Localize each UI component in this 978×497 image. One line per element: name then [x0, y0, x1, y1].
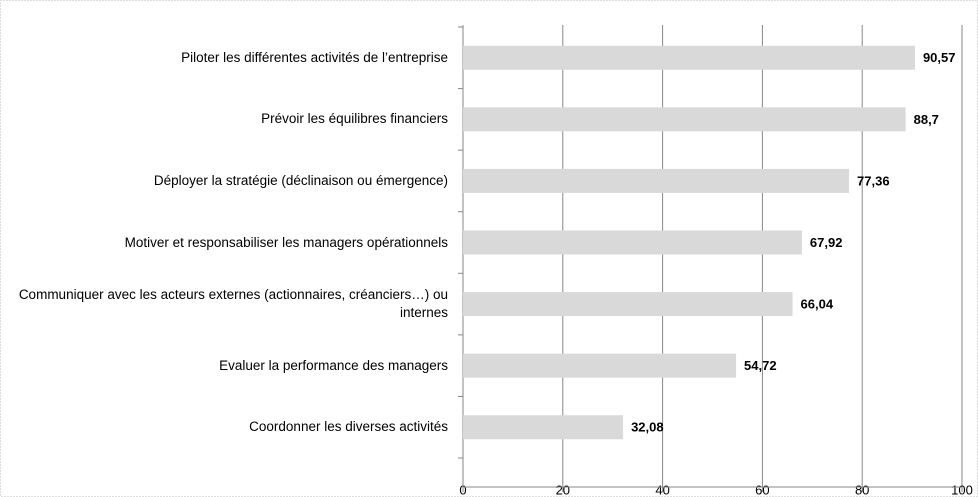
value-label: 66,04 — [801, 297, 834, 312]
value-label: 88,7 — [914, 112, 939, 127]
bar — [463, 353, 737, 378]
category-label: Motiver et responsabiliser les managers … — [124, 234, 448, 250]
value-label: 32,08 — [631, 420, 664, 435]
value-label: 77,36 — [857, 173, 890, 188]
category-label: Prévoir les équilibres financiers — [261, 111, 448, 127]
bar — [463, 45, 915, 70]
value-label: 67,92 — [810, 235, 843, 250]
category-label: Coordonner les diverses activités — [249, 419, 448, 435]
bar — [463, 415, 624, 440]
x-tick-label: 40 — [655, 482, 669, 497]
category-label: Communiquer avec les acteurs externes (a… — [18, 287, 448, 321]
bar — [463, 230, 802, 255]
value-label: 90,57 — [923, 50, 956, 65]
category-label: Evaluer la performance des managers — [219, 357, 448, 373]
category-label: Piloter les différentes activités de l’e… — [181, 49, 448, 65]
x-tick-label: 100 — [951, 482, 973, 497]
bar — [463, 292, 793, 317]
x-tick-label: 60 — [755, 482, 769, 497]
bar — [463, 107, 906, 132]
x-tick-label: 20 — [556, 482, 570, 497]
value-label: 54,72 — [744, 358, 777, 373]
x-tick-label: 80 — [855, 482, 869, 497]
category-label: Déployer la stratégie (déclinaison ou ém… — [153, 172, 448, 188]
bar — [463, 168, 850, 193]
x-tick-label: 0 — [459, 482, 466, 497]
